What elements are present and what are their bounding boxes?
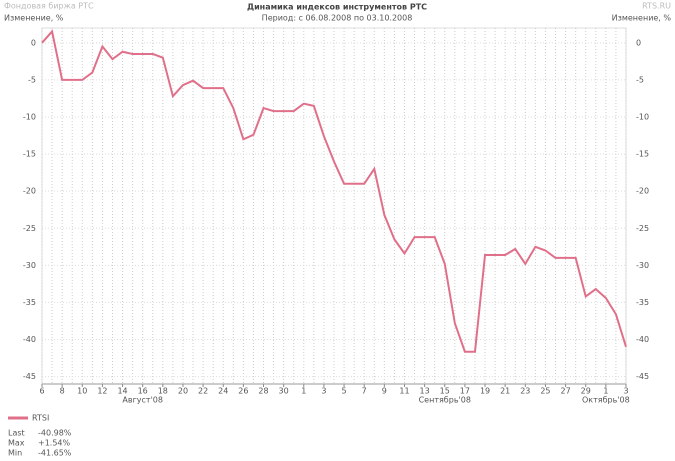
x-tick-label: 20 — [178, 387, 188, 396]
stat-value: -40.98% — [38, 429, 72, 438]
y-tick-label: -45 — [23, 372, 36, 381]
x-tick-label: 11 — [399, 387, 409, 396]
y-tick-label: -10 — [23, 113, 36, 122]
y-tick-label: -40 — [23, 335, 36, 344]
stat-name: Last — [8, 429, 25, 438]
x-tick-label: 27 — [560, 387, 570, 396]
x-tick-label: 25 — [540, 387, 550, 396]
x-tick-label: 13 — [420, 387, 430, 396]
month-label: Август'08 — [122, 396, 163, 405]
y-tick-label-right: -15 — [636, 150, 649, 159]
month-label: Октябрь'08 — [582, 396, 630, 405]
y-axis-label: Изменение, % — [612, 14, 672, 23]
month-label: Сентябрь'08 — [419, 396, 471, 405]
stat-name: Max — [8, 439, 25, 448]
y-tick-label-right: -40 — [636, 335, 649, 344]
x-tick-label: 24 — [218, 387, 228, 396]
y-tick-label-right: -35 — [636, 298, 649, 307]
chart-subtitle: Период: с 06.08.2008 по 03.10.2008 — [262, 14, 413, 23]
x-tick-label: 14 — [117, 387, 127, 396]
x-tick-label: 8 — [60, 387, 65, 396]
stat-name: Min — [8, 449, 22, 458]
x-tick-label: 12 — [97, 387, 107, 396]
y-tick-label-right: -20 — [636, 187, 649, 196]
stat-value: -41.65% — [38, 449, 72, 458]
x-tick-label: 15 — [440, 387, 450, 396]
x-tick-label: 18 — [158, 387, 168, 396]
x-tick-label: 26 — [238, 387, 248, 396]
x-tick-label: 10 — [77, 387, 87, 396]
series-line — [41, 29, 627, 353]
y-tick-label-right: 0 — [636, 38, 641, 47]
y-tick-label: -15 — [23, 150, 36, 159]
x-tick-label: 22 — [198, 387, 208, 396]
source-left: Фондовая биржа РТС — [4, 2, 94, 11]
y-tick-label: -35 — [23, 298, 36, 307]
y-tick-label: -30 — [23, 261, 36, 270]
x-tick-label: 3 — [321, 387, 326, 396]
stat-value: +1.54% — [38, 439, 71, 448]
source-right: RTS.RU — [642, 2, 671, 11]
y-tick-label: 0 — [31, 38, 36, 47]
y-tick-label: -25 — [23, 224, 36, 233]
x-tick-label: 19 — [480, 387, 490, 396]
y-tick-label-right: -45 — [636, 372, 649, 381]
x-tick-label: 17 — [460, 387, 470, 396]
y-tick-label-right: -5 — [636, 75, 644, 84]
x-tick-label: 29 — [581, 387, 591, 396]
x-tick-label: 23 — [520, 387, 530, 396]
y-tick-label: -20 — [23, 187, 36, 196]
y-tick-label-right: -30 — [636, 261, 649, 270]
x-tick-label: 21 — [500, 387, 510, 396]
x-tick-label: 7 — [362, 387, 367, 396]
y-tick-label-right: -10 — [636, 113, 649, 122]
x-tick-label: 3 — [623, 387, 628, 396]
y-tick-label: -5 — [28, 75, 36, 84]
x-tick-label: 5 — [342, 387, 347, 396]
x-tick-label: 30 — [279, 387, 289, 396]
y-axis-label: Изменение, % — [4, 14, 64, 23]
x-tick-label: 28 — [258, 387, 268, 396]
x-tick-label: 6 — [39, 387, 44, 396]
chart-title: Динамика индексов инструментов РТС — [247, 3, 427, 12]
legend-label: RTSI — [32, 414, 49, 423]
x-tick-label: 1 — [603, 387, 608, 396]
y-tick-label-right: -25 — [636, 224, 649, 233]
x-tick-label: 9 — [382, 387, 387, 396]
x-tick-label: 1 — [301, 387, 306, 396]
x-tick-label: 16 — [138, 387, 148, 396]
